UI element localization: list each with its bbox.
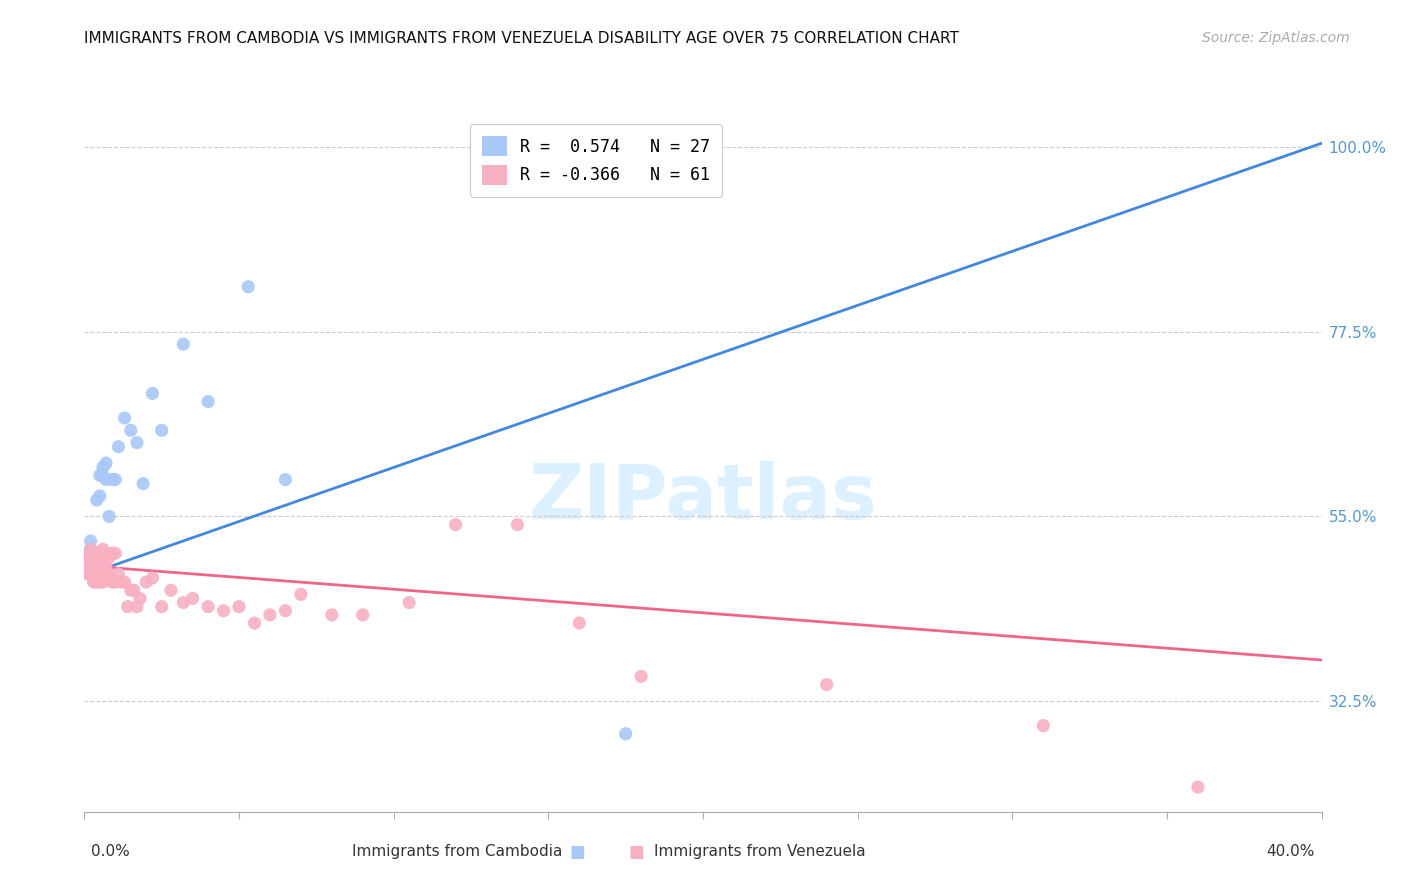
Point [86, 546, 108, 560]
Point [125, 599, 148, 614]
Point [79, 542, 101, 557]
Point [89, 468, 111, 483]
Point [238, 279, 260, 293]
Point [141, 386, 163, 401]
Point [98, 566, 121, 581]
Point [94, 566, 117, 581]
Text: ■: ■ [569, 843, 585, 861]
Point [290, 587, 312, 601]
Point [274, 604, 297, 618]
Text: Immigrants from Cambodia: Immigrants from Cambodia [352, 845, 562, 859]
Point [79, 566, 101, 581]
Point [506, 517, 529, 532]
Point [132, 476, 155, 491]
Point [79, 550, 101, 565]
Point [815, 677, 838, 691]
Point [104, 546, 127, 560]
Point [91, 460, 114, 475]
Point [89, 575, 111, 590]
Point [160, 583, 183, 598]
Text: ■: ■ [628, 843, 644, 861]
Point [129, 591, 152, 606]
Point [568, 616, 591, 631]
Point [83, 558, 105, 573]
Point [107, 566, 129, 581]
Point [172, 596, 194, 610]
Point [79, 534, 101, 549]
Point [150, 423, 173, 437]
Point [76, 546, 98, 560]
Point [98, 550, 121, 565]
Point [1032, 718, 1054, 732]
Point [91, 546, 114, 560]
Point [101, 575, 124, 590]
Point [259, 607, 281, 622]
Point [101, 473, 124, 487]
Point [104, 575, 127, 590]
Point [86, 575, 108, 590]
Point [79, 558, 101, 573]
Point [83, 575, 105, 590]
Point [89, 546, 111, 560]
Point [83, 566, 105, 581]
Point [101, 546, 124, 560]
Point [117, 599, 139, 614]
Point [83, 550, 105, 565]
Point [79, 542, 101, 557]
Point [141, 571, 163, 585]
Point [125, 435, 148, 450]
Point [398, 596, 420, 610]
Text: 0.0%: 0.0% [91, 845, 131, 859]
Point [150, 599, 173, 614]
Point [76, 566, 98, 581]
Point [94, 456, 117, 470]
Point [83, 546, 105, 560]
Text: IMMIGRANTS FROM CAMBODIA VS IMMIGRANTS FROM VENEZUELA DISABILITY AGE OVER 75 COR: IMMIGRANTS FROM CAMBODIA VS IMMIGRANTS F… [84, 31, 959, 46]
Point [76, 558, 98, 573]
Point [86, 493, 108, 508]
Point [630, 669, 652, 683]
Point [94, 473, 117, 487]
Point [86, 558, 108, 573]
Legend: R =  0.574   N = 27, R = -0.366   N = 61: R = 0.574 N = 27, R = -0.366 N = 61 [470, 124, 721, 196]
Point [181, 591, 204, 606]
Point [352, 607, 374, 622]
Point [107, 440, 129, 454]
Point [172, 337, 194, 351]
Point [94, 546, 117, 560]
Text: ZIPatlas: ZIPatlas [529, 461, 877, 534]
Point [91, 542, 114, 557]
Point [89, 489, 111, 503]
Point [91, 468, 114, 483]
Point [274, 473, 297, 487]
Text: Immigrants from Venezuela: Immigrants from Venezuela [654, 845, 866, 859]
Point [212, 604, 235, 618]
Point [114, 575, 136, 590]
Point [614, 727, 637, 741]
Point [120, 583, 142, 598]
Point [110, 575, 132, 590]
Point [243, 616, 266, 631]
Point [1187, 780, 1209, 794]
Point [98, 509, 121, 524]
Point [197, 394, 219, 409]
Point [444, 517, 467, 532]
Point [83, 546, 105, 560]
Point [197, 599, 219, 614]
Text: Source: ZipAtlas.com: Source: ZipAtlas.com [1202, 31, 1350, 45]
Point [94, 558, 117, 573]
Point [91, 575, 114, 590]
Point [89, 558, 111, 573]
Point [114, 411, 136, 425]
Point [122, 583, 145, 598]
Point [104, 473, 127, 487]
Point [321, 607, 343, 622]
Point [86, 566, 108, 581]
Point [76, 550, 98, 565]
Point [228, 599, 250, 614]
Point [120, 423, 142, 437]
Point [135, 575, 157, 590]
Text: 40.0%: 40.0% [1267, 845, 1315, 859]
